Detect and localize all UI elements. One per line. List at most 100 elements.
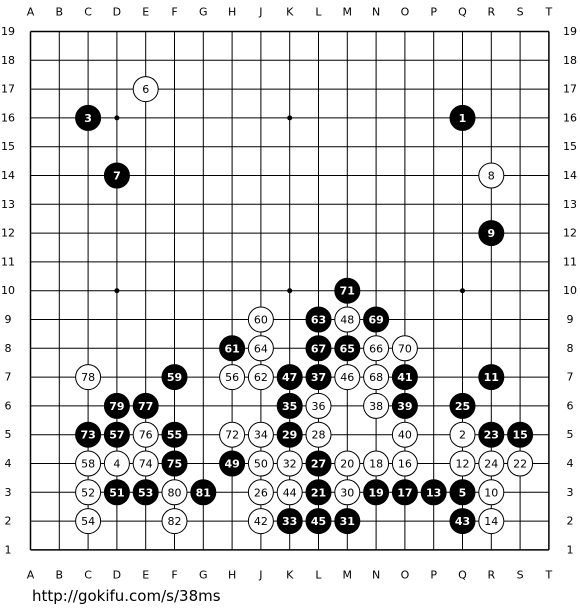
- column-label: T: [545, 569, 553, 582]
- move-number: 61: [224, 342, 239, 355]
- move-number: 64: [254, 342, 268, 355]
- move-number: 48: [340, 314, 354, 327]
- column-label: F: [171, 6, 177, 19]
- move-number: 81: [196, 486, 211, 499]
- stone-disc: [449, 104, 476, 131]
- stone-disc: [363, 450, 390, 477]
- stone: 67: [305, 335, 332, 362]
- stone: 47: [276, 364, 303, 391]
- stone-disc: [219, 335, 246, 362]
- stone-disc: [507, 450, 534, 477]
- move-number: 77: [138, 400, 153, 413]
- move-number: 51: [109, 486, 124, 499]
- move-number: 23: [484, 429, 499, 442]
- stone: 58: [75, 450, 102, 477]
- stone: 17: [391, 479, 418, 506]
- row-label: 19: [563, 25, 577, 38]
- stone-disc: [247, 364, 274, 391]
- move-number: 75: [167, 458, 182, 471]
- move-number: 63: [311, 314, 326, 327]
- move-number: 43: [455, 515, 470, 528]
- stone-disc: [75, 479, 102, 506]
- stone: 8: [478, 162, 505, 189]
- move-number: 52: [81, 486, 95, 499]
- move-number: 32: [283, 458, 297, 471]
- stone: 72: [219, 421, 246, 448]
- move-number: 8: [488, 170, 495, 183]
- stone-disc: [276, 508, 303, 535]
- stone: 42: [247, 508, 274, 535]
- stone: 18: [363, 450, 390, 477]
- stone: 70: [391, 335, 418, 362]
- row-label: 19: [1, 25, 15, 38]
- move-number: 80: [168, 486, 182, 499]
- stone: 1: [449, 104, 476, 131]
- stone: 50: [247, 450, 274, 477]
- stone: 25: [449, 392, 476, 419]
- stone-disc: [247, 508, 274, 535]
- stone: 2: [449, 421, 476, 448]
- move-number: 2: [459, 429, 466, 442]
- source-url: http://gokifu.com/s/38ms: [32, 587, 221, 605]
- move-number: 25: [455, 400, 470, 413]
- move-number: 3: [84, 112, 92, 125]
- stone-disc: [334, 364, 361, 391]
- stone-disc: [132, 76, 159, 103]
- move-number: 53: [138, 486, 153, 499]
- move-number: 11: [484, 371, 499, 384]
- stone-disc: [276, 450, 303, 477]
- stone-disc: [75, 364, 102, 391]
- column-label: G: [199, 6, 208, 19]
- column-label: E: [142, 569, 149, 582]
- stone-disc: [103, 162, 130, 189]
- move-number: 66: [369, 342, 383, 355]
- stone-disc: [247, 450, 274, 477]
- stone: 12: [449, 450, 476, 477]
- stone-disc: [75, 508, 102, 535]
- stone-disc: [334, 277, 361, 304]
- move-number: 18: [369, 458, 383, 471]
- column-label: R: [487, 569, 495, 582]
- row-label: 7: [567, 371, 574, 384]
- stone: 11: [478, 364, 505, 391]
- column-label: J: [258, 6, 262, 19]
- column-label: P: [430, 569, 437, 582]
- stone-disc: [276, 392, 303, 419]
- stone: 7: [103, 162, 130, 189]
- column-label: C: [84, 569, 92, 582]
- move-number: 16: [398, 458, 412, 471]
- stone-disc: [420, 479, 447, 506]
- stone: 29: [276, 421, 303, 448]
- stone-disc: [276, 421, 303, 448]
- stone: 19: [363, 479, 390, 506]
- stone-disc: [363, 392, 390, 419]
- stone-disc: [161, 450, 188, 477]
- move-number: 34: [254, 429, 268, 442]
- column-label: Q: [458, 6, 467, 19]
- stone: 51: [103, 479, 130, 506]
- move-number: 19: [368, 486, 383, 499]
- column-label: B: [56, 6, 64, 19]
- stone-disc: [478, 220, 505, 247]
- column-label: O: [401, 6, 410, 19]
- stone: 49: [219, 450, 246, 477]
- move-number: 56: [225, 371, 239, 384]
- move-number: 28: [312, 429, 326, 442]
- stone-disc: [334, 450, 361, 477]
- move-number: 5: [459, 486, 467, 499]
- star-point: [287, 288, 293, 294]
- move-number: 35: [282, 400, 297, 413]
- stone-disc: [276, 479, 303, 506]
- column-label: A: [27, 569, 35, 582]
- stone-disc: [219, 450, 246, 477]
- column-label: M: [343, 569, 353, 582]
- stone-disc: [247, 421, 274, 448]
- stone: 55: [161, 421, 188, 448]
- stone-disc: [391, 450, 418, 477]
- stone-disc: [103, 421, 130, 448]
- move-number: 31: [340, 515, 355, 528]
- star-point: [460, 288, 465, 294]
- move-number: 4: [113, 458, 120, 471]
- move-number: 15: [512, 429, 527, 442]
